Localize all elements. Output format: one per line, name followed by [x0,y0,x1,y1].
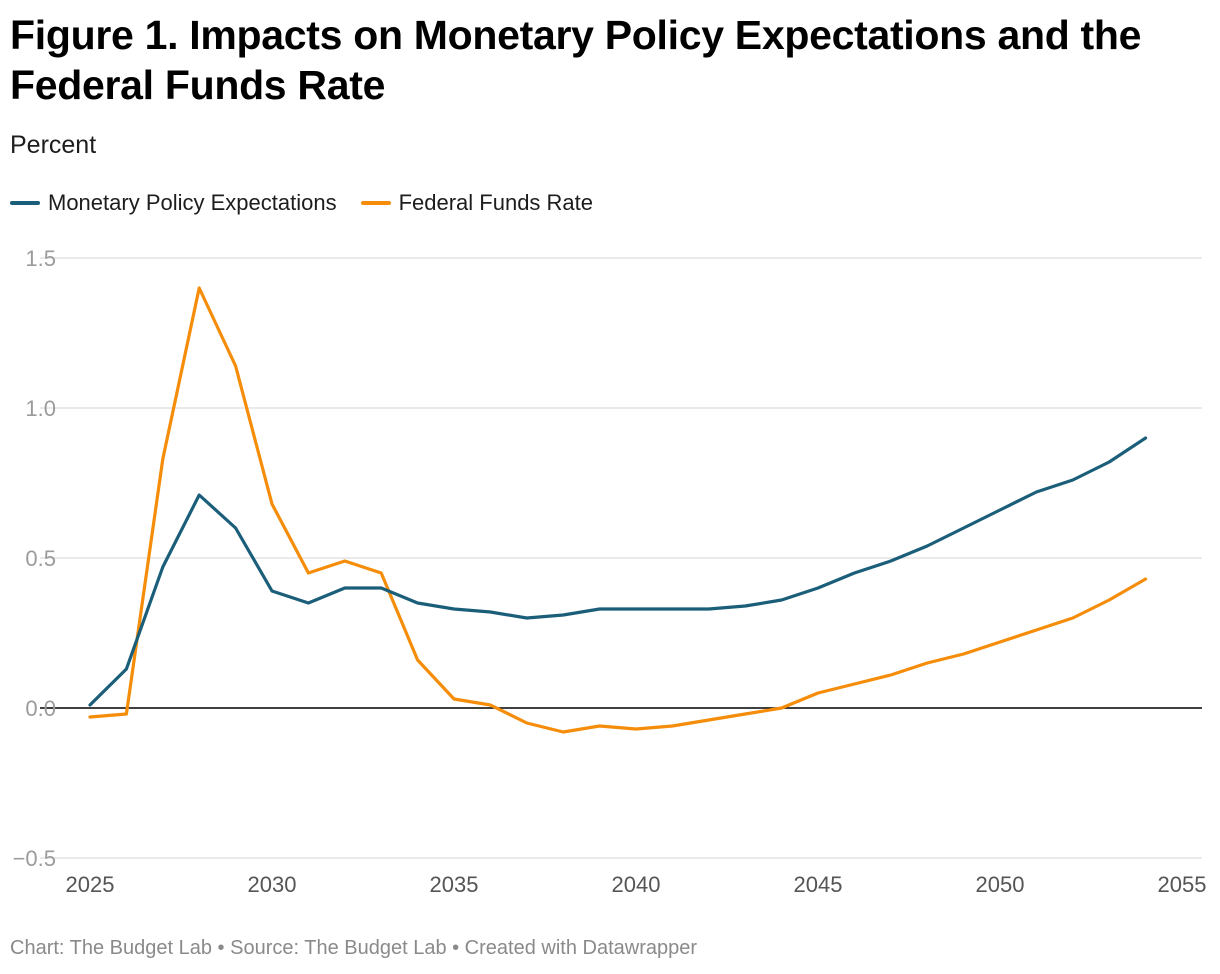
x-tick-label: 2030 [248,872,297,897]
y-tick-label: 0.0 [25,696,56,721]
series-layer [88,286,1148,734]
x-tick-label: 2045 [794,872,843,897]
legend-swatch-ffr [360,201,391,205]
grid-layer [40,257,1202,859]
y-tick-label: 1.5 [25,246,56,271]
y-tick-label: −0.5 [13,846,56,871]
series-line-federal-funds-rate [88,286,1148,734]
y-tick-label: 0.5 [25,546,56,571]
y-axis-ticks: −0.5 0.0 0.5 1.0 1.5 [13,246,56,871]
x-tick-label: 2025 [66,872,115,897]
legend-swatch-mpe [10,201,40,205]
x-axis-ticks: 2025 2030 2035 2040 2045 2050 2055 [66,872,1207,897]
legend-item-ffr: Federal Funds Rate [360,190,594,216]
x-tick-label: 2055 [1158,872,1207,897]
legend: Monetary Policy Expectations Federal Fun… [10,190,617,216]
series-line-monetary-policy-expectations [88,436,1148,707]
legend-item-mpe: Monetary Policy Expectations [10,190,337,216]
x-tick-label: 2050 [976,872,1025,897]
x-tick-label: 2040 [612,872,661,897]
chart-footer: Chart: The Budget Lab • Source: The Budg… [10,937,698,959]
x-tick-label: 2035 [430,872,479,897]
chart-title: Figure 1. Impacts on Monetary Policy Exp… [10,12,1142,108]
y-tick-label: 1.0 [25,396,56,421]
chart-subtitle: Percent [10,131,97,159]
legend-label-mpe: Monetary Policy Expectations [48,190,337,215]
legend-label-ffr: Federal Funds Rate [398,190,594,215]
